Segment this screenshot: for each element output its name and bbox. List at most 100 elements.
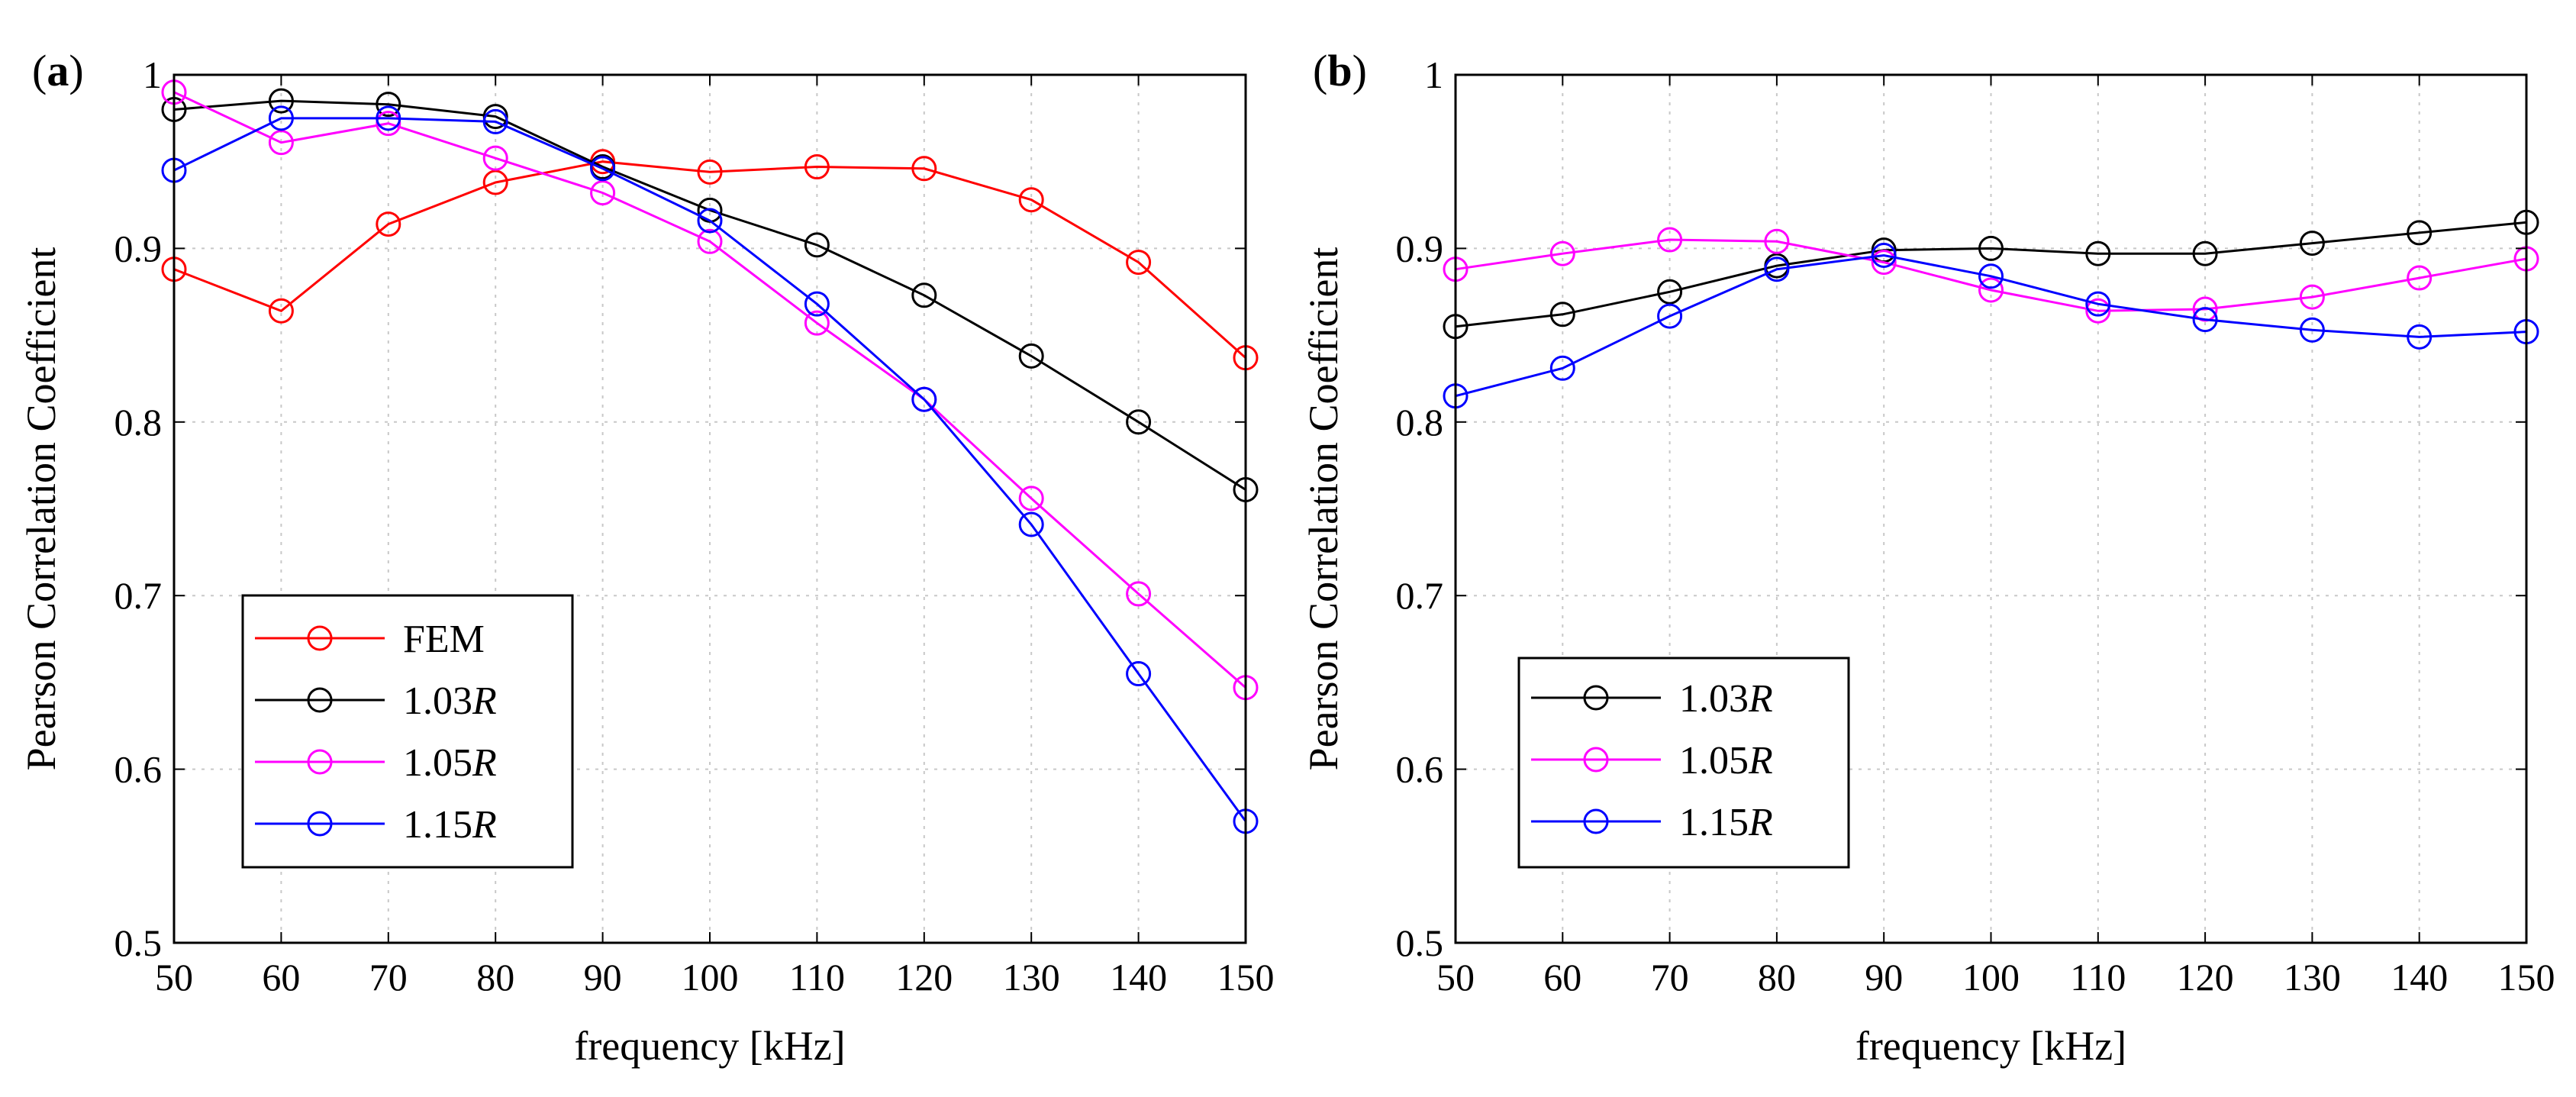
x-tick-label: 80 [1758, 956, 1796, 999]
legend-label-1: 1.03R [403, 679, 497, 723]
series-line-0 [1455, 221, 2527, 328]
legend-marker-3 [307, 811, 333, 837]
data-point [268, 88, 294, 114]
legend-label-0: 1.03R [1679, 677, 1773, 721]
legend-marker-1 [1583, 747, 1609, 773]
data-point [804, 291, 830, 317]
data-point [1018, 511, 1044, 537]
x-tick-label: 90 [584, 956, 622, 999]
data-point [268, 130, 294, 156]
y-tick-label: 0.7 [1396, 574, 1444, 617]
data-point [1549, 240, 1575, 266]
data-point [2407, 324, 2433, 350]
x-tick-label: 150 [2498, 956, 2555, 999]
legend-box [241, 594, 574, 869]
data-point [804, 154, 830, 180]
data-point [590, 156, 616, 182]
legend-label-3: 1.15R [403, 803, 497, 847]
x-tick-label: 50 [1436, 956, 1475, 999]
y-tick-label: 0.7 [114, 574, 163, 617]
data-point [1126, 250, 1152, 276]
x-axis-label: frequency [kHz] [574, 1023, 845, 1069]
x-tick-label: 70 [1651, 956, 1689, 999]
data-point [1018, 486, 1044, 511]
data-point [376, 211, 401, 237]
y-tick-label: 0.9 [114, 227, 163, 269]
x-tick-label: 140 [2391, 956, 2448, 999]
data-point [1126, 409, 1152, 435]
x-tick-label: 130 [1003, 956, 1060, 999]
data-point [376, 105, 401, 131]
data-point [804, 232, 830, 258]
data-point [697, 228, 723, 254]
data-point [1657, 227, 1683, 253]
legend: 1.03R 1.05R 1.15R [1517, 657, 1850, 869]
data-point [268, 298, 294, 324]
data-point [2085, 240, 2111, 266]
data-point [911, 156, 937, 182]
data-point [697, 159, 723, 185]
x-tick-label: 70 [369, 956, 408, 999]
y-axis-label: Pearson Correlation Coefficient [1301, 247, 1346, 771]
data-point [376, 92, 401, 118]
data-point [1018, 187, 1044, 213]
series-line-2 [1455, 253, 2527, 398]
x-tick-label: 110 [789, 956, 845, 999]
data-point [2085, 298, 2111, 324]
data-point [1018, 343, 1044, 369]
panel-label: (b) [1313, 46, 1367, 95]
data-point [482, 108, 508, 134]
y-tick-label: 0.8 [114, 401, 163, 444]
x-tick-label: 80 [476, 956, 514, 999]
legend-marker-1 [307, 687, 333, 713]
x-tick-label: 100 [1962, 956, 2020, 999]
data-point [1978, 277, 2004, 303]
y-tick-label: 0.5 [114, 921, 163, 964]
panel-a-chart: 50 60 70 80 90 100 110 120 130 140 150 0.5 0.6 0.7 0.8… [18, 46, 1275, 1069]
x-tick-label: 50 [155, 956, 193, 999]
x-tick-label: 100 [682, 956, 739, 999]
x-tick-label: 120 [2177, 956, 2234, 999]
x-tick-label: 60 [1543, 956, 1581, 999]
x-tick-label: 130 [2284, 956, 2341, 999]
legend-label-2: 1.15R [1679, 801, 1773, 844]
legend-label-1: 1.05R [1679, 739, 1773, 782]
data-point [1549, 302, 1575, 327]
legend-label-2: 1.05R [403, 741, 497, 785]
legend-label-0: FEM [403, 618, 485, 661]
data-point [1978, 263, 2004, 289]
data-point [2192, 307, 2218, 333]
data-point [1126, 581, 1152, 607]
data-point [1126, 661, 1152, 687]
legend-marker-0 [307, 625, 333, 651]
series-line-1 [1455, 238, 2527, 312]
data-point [2407, 220, 2433, 246]
data-point [2407, 265, 2433, 291]
y-tick-label: 1 [1424, 53, 1443, 96]
data-point [1657, 279, 1683, 305]
data-point [1871, 250, 1897, 276]
data-point [482, 169, 508, 195]
data-point [2299, 317, 2325, 343]
data-point [482, 145, 508, 171]
x-tick-label: 60 [262, 956, 300, 999]
data-point [2299, 284, 2325, 310]
data-point [804, 310, 830, 336]
x-tick-label: 90 [1865, 956, 1903, 999]
legend: FEM 1.03R 1.05R 1.15R [241, 594, 574, 869]
data-point [1657, 303, 1683, 329]
legend-box [1517, 657, 1850, 869]
x-tick-label: 110 [2070, 956, 2126, 999]
data-point [268, 105, 294, 131]
x-tick-label: 140 [1110, 956, 1167, 999]
legend-marker-0 [1583, 685, 1609, 711]
legend-marker-2 [1583, 808, 1609, 834]
data-point [1764, 228, 1790, 254]
panel-label: (a) [32, 46, 84, 95]
y-tick-label: 1 [143, 53, 162, 96]
data-point [911, 282, 937, 308]
data-point [2192, 240, 2218, 266]
y-tick-label: 0.9 [1396, 227, 1444, 269]
y-tick-label: 0.8 [1396, 401, 1444, 444]
data-point [2085, 291, 2111, 317]
